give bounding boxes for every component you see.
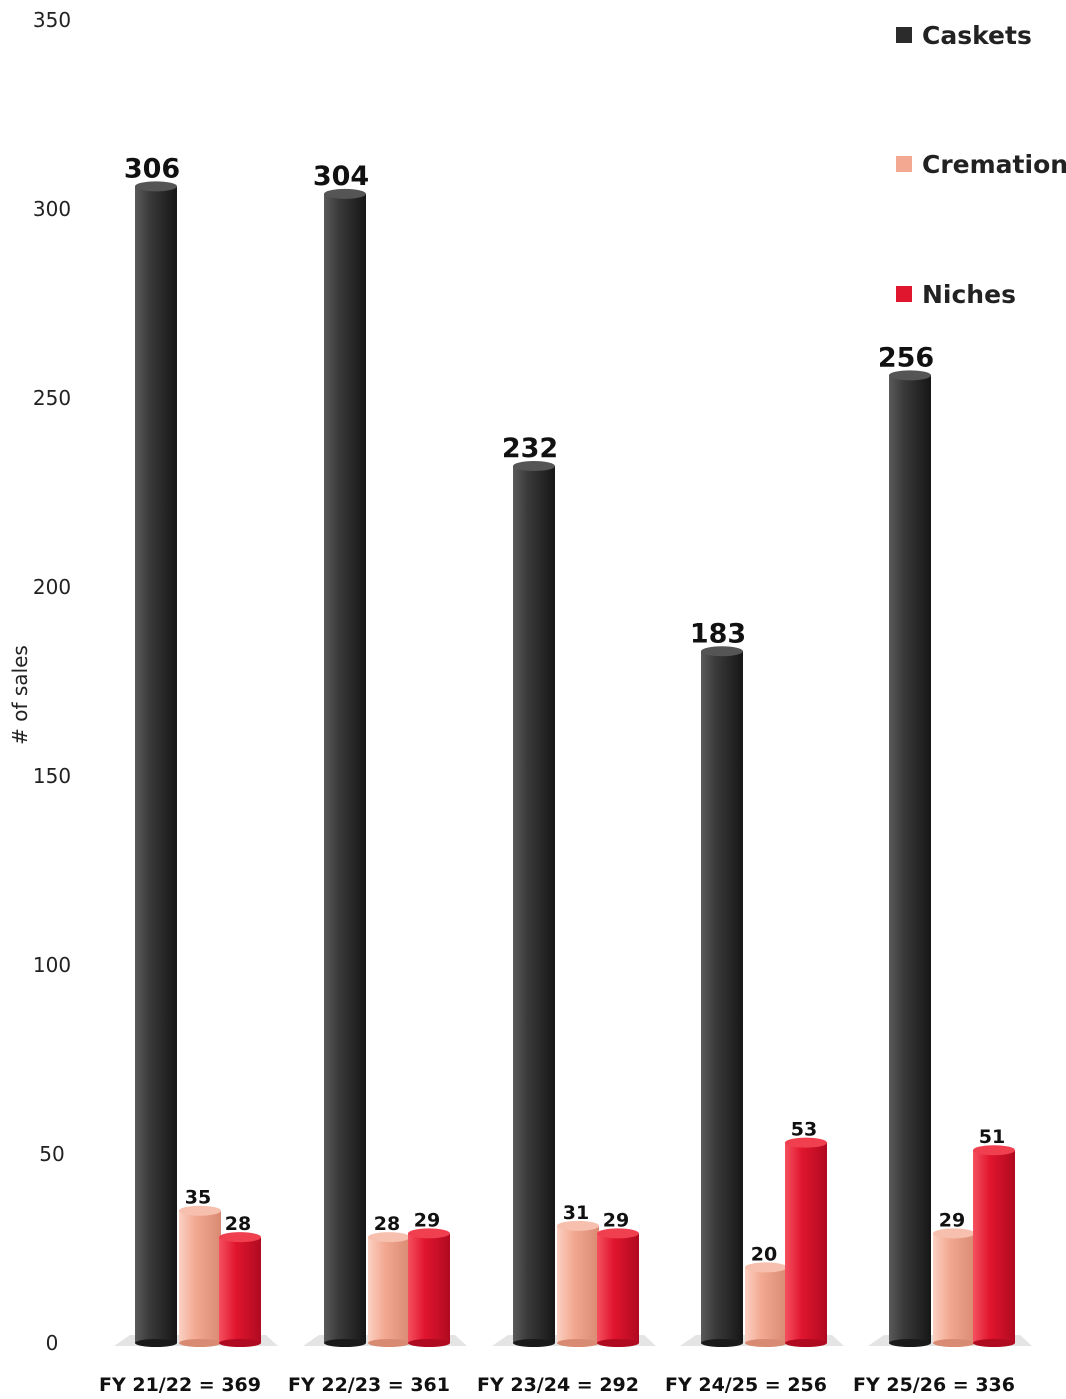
bar-caskets — [889, 375, 931, 1343]
y-tick-label: 350 — [33, 8, 71, 32]
value-label-caskets: 304 — [313, 161, 369, 192]
value-label-caskets: 232 — [502, 433, 558, 464]
bar-cremations — [745, 1267, 787, 1343]
bar-top-cap — [324, 188, 366, 199]
category-labels: FY 21/22 = 369 FY 22/23 = 361 FY 23/24 = 2… — [99, 1374, 1015, 1396]
legend-label-niches: Niches — [922, 280, 1016, 309]
bar-base-cap — [889, 1339, 931, 1347]
bar-base-cap — [701, 1339, 743, 1347]
bars — [135, 181, 1015, 1347]
category-label: FY 24/25 = 256 — [665, 1374, 827, 1396]
y-axis-ticks: 0 50 100 150 200 250 300 350 — [33, 8, 71, 1355]
value-labels: 306 35 28 304 28 29 232 31 29 183 20 53 256 29 51 — [124, 153, 1005, 1265]
bar-cremations — [557, 1225, 599, 1343]
bar-base-cap — [597, 1339, 639, 1347]
bar-base-cap — [324, 1339, 366, 1347]
value-label-cremations: 20 — [751, 1243, 777, 1265]
bar-cremations — [933, 1233, 975, 1343]
bar-top-cap — [557, 1220, 599, 1231]
value-label-niches: 29 — [414, 1209, 440, 1231]
category-label: FY 21/22 = 369 — [99, 1374, 261, 1396]
value-label-cremations: 35 — [185, 1187, 211, 1209]
bar-caskets — [701, 651, 743, 1343]
bar-base-cap — [219, 1339, 261, 1347]
y-tick-label: 50 — [39, 1142, 64, 1166]
y-tick-label: 250 — [33, 386, 71, 410]
bar-base-cap — [135, 1339, 177, 1347]
legend-label-cremations: Cremations — [922, 150, 1066, 179]
y-tick-label: 300 — [33, 197, 71, 221]
bar-top-cap — [701, 646, 743, 657]
bar-niches — [219, 1237, 261, 1343]
bar-niches — [408, 1233, 450, 1343]
value-label-cremations: 31 — [563, 1202, 589, 1224]
y-axis-label: # of sales — [8, 645, 32, 745]
y-tick-label: 200 — [33, 575, 71, 599]
category-label: FY 23/24 = 292 — [477, 1374, 639, 1396]
bar-niches — [785, 1142, 827, 1343]
bar-niches — [973, 1150, 1015, 1343]
bar-base-cap — [745, 1339, 787, 1347]
bar-cremations — [179, 1210, 221, 1343]
y-tick-label: 100 — [33, 953, 71, 977]
bar-top-cap — [973, 1145, 1015, 1156]
bar-top-cap — [135, 181, 177, 192]
bar-top-cap — [513, 461, 555, 472]
bar-caskets — [324, 193, 366, 1343]
value-label-niches: 28 — [225, 1213, 251, 1235]
legend-swatch-caskets — [896, 27, 912, 43]
bar-base-cap — [368, 1339, 410, 1347]
bar-base-cap — [973, 1339, 1015, 1347]
bar-base-cap — [557, 1339, 599, 1347]
bar-caskets — [135, 186, 177, 1343]
category-label: FY 22/23 = 361 — [288, 1374, 450, 1396]
bar-niches — [597, 1233, 639, 1343]
bar-top-cap — [785, 1137, 827, 1148]
bar-top-cap — [368, 1232, 410, 1243]
value-label-caskets: 183 — [690, 618, 746, 649]
y-tick-label: 0 — [46, 1331, 59, 1355]
bar-top-cap — [745, 1262, 787, 1273]
bar-base-cap — [933, 1339, 975, 1347]
legend-swatch-cremations — [896, 156, 912, 172]
legend: Caskets Cremations Niches — [896, 21, 1066, 309]
value-label-niches: 51 — [979, 1126, 1005, 1148]
category-label: FY 25/26 = 336 — [853, 1374, 1015, 1396]
y-tick-label: 150 — [33, 764, 71, 788]
bar-base-cap — [785, 1339, 827, 1347]
value-label-caskets: 256 — [878, 342, 934, 373]
bar-cremations — [368, 1237, 410, 1343]
bar-base-cap — [513, 1339, 555, 1347]
bar-top-cap — [179, 1205, 221, 1216]
bar-base-cap — [408, 1339, 450, 1347]
bar-top-cap — [597, 1228, 639, 1239]
value-label-niches: 29 — [603, 1209, 629, 1231]
bar-top-cap — [933, 1228, 975, 1239]
value-label-cremations: 29 — [939, 1209, 965, 1231]
bar-top-cap — [889, 370, 931, 381]
legend-swatch-niches — [896, 286, 912, 302]
value-label-niches: 53 — [791, 1119, 817, 1141]
bar-top-cap — [219, 1232, 261, 1243]
legend-label-caskets: Caskets — [922, 21, 1032, 50]
bar-base-cap — [179, 1339, 221, 1347]
value-label-cremations: 28 — [374, 1213, 400, 1235]
bar-top-cap — [408, 1228, 450, 1239]
value-label-caskets: 306 — [124, 153, 180, 184]
bar-caskets — [513, 466, 555, 1343]
